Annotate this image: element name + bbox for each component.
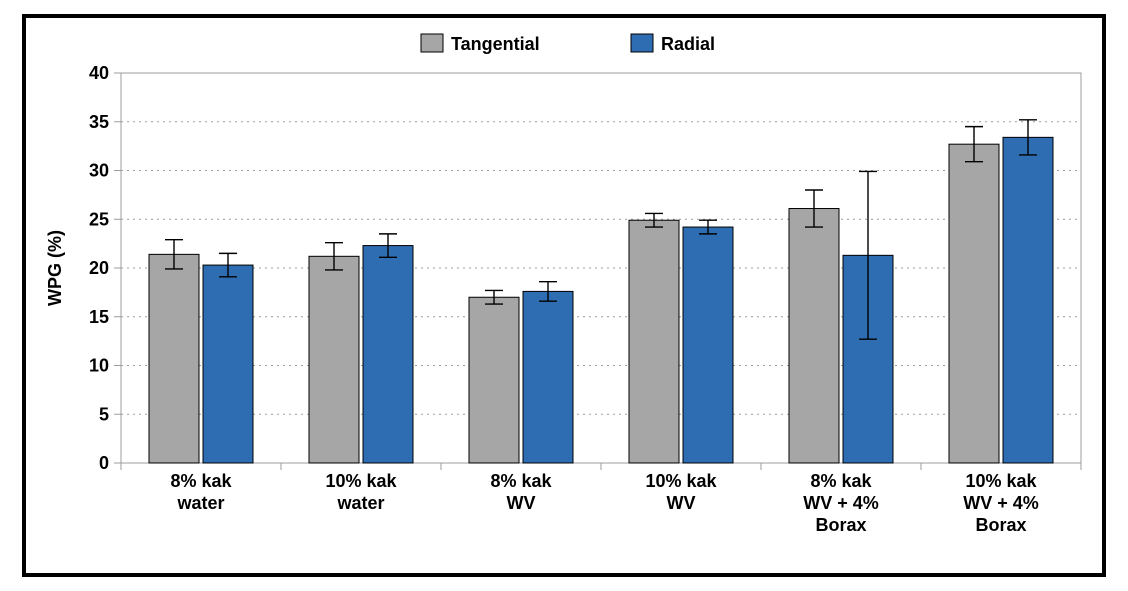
bar-tangential xyxy=(789,209,839,463)
y-tick-label: 15 xyxy=(89,307,109,327)
category-label: 10% kak xyxy=(325,471,397,491)
legend-label: Radial xyxy=(661,34,715,54)
category-label: water xyxy=(176,493,224,513)
category-label: WV xyxy=(667,493,696,513)
legend-swatch xyxy=(421,34,443,52)
legend-swatch xyxy=(631,34,653,52)
category-label: WV + 4% xyxy=(803,493,879,513)
category-label: water xyxy=(336,493,384,513)
category-label: WV + 4% xyxy=(963,493,1039,513)
y-tick-label: 30 xyxy=(89,161,109,181)
bar-radial xyxy=(1003,137,1053,463)
bar-tangential xyxy=(629,220,679,463)
bar-radial xyxy=(683,227,733,463)
bar-tangential xyxy=(149,254,199,463)
category-label: 8% kak xyxy=(170,471,232,491)
bar-tangential xyxy=(469,297,519,463)
y-tick-label: 0 xyxy=(99,453,109,473)
category-label: 8% kak xyxy=(810,471,872,491)
y-tick-label: 40 xyxy=(89,63,109,83)
bar-tangential xyxy=(949,144,999,463)
bar-radial xyxy=(523,291,573,463)
category-label: 10% kak xyxy=(965,471,1037,491)
y-tick-label: 25 xyxy=(89,209,109,229)
y-tick-label: 35 xyxy=(89,112,109,132)
category-label: WV xyxy=(507,493,536,513)
category-label: 8% kak xyxy=(490,471,552,491)
y-axis-label: WPG (%) xyxy=(45,230,65,306)
bar-radial xyxy=(363,246,413,463)
bar-radial xyxy=(203,265,253,463)
category-label: Borax xyxy=(815,515,866,535)
legend-label: Tangential xyxy=(451,34,540,54)
y-tick-label: 10 xyxy=(89,356,109,376)
bar-tangential xyxy=(309,256,359,463)
chart-frame: 0510152025303540WPG (%)8% kakwater10% ka… xyxy=(22,14,1106,577)
y-tick-label: 5 xyxy=(99,404,109,424)
category-label: 10% kak xyxy=(645,471,717,491)
bar-chart: 0510152025303540WPG (%)8% kakwater10% ka… xyxy=(26,18,1102,573)
category-label: Borax xyxy=(975,515,1026,535)
y-tick-label: 20 xyxy=(89,258,109,278)
